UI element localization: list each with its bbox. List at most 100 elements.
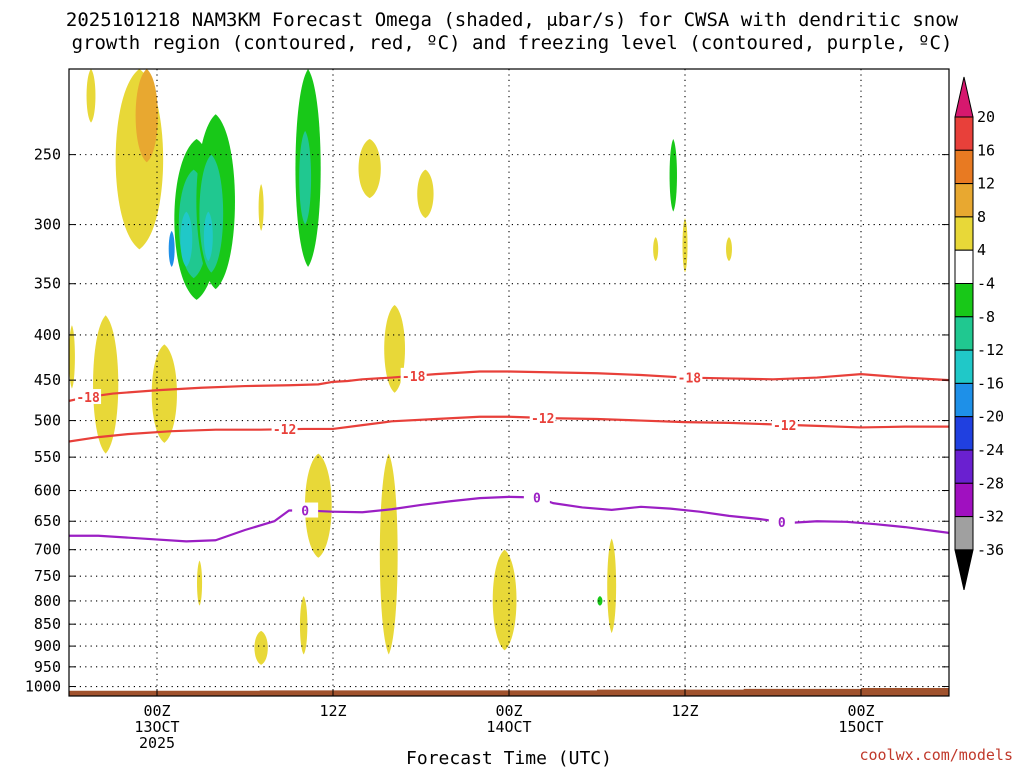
x-tick-label-1-0: 12Z [319, 702, 346, 720]
omega-blob-25 [197, 560, 203, 606]
y-tick-label-2: 350 [34, 275, 61, 293]
colorbar-label-11: -28 [977, 474, 1004, 492]
colorbar-label-9: -20 [977, 408, 1004, 426]
colorbar-box-1 [954, 116, 974, 151]
contour-line-0 [69, 370, 949, 402]
y-tick-label-9: 700 [34, 541, 61, 559]
x-tick-label-0-0: 00Z [143, 702, 170, 720]
colorbar-label-5: -4 [977, 275, 995, 293]
x-tick-label-2-0: 00Z [495, 702, 522, 720]
colorbar-label-7: -12 [977, 341, 1004, 359]
colorbar-bottom-arrow [954, 549, 974, 591]
contour-label-1-0: -12 [273, 423, 296, 438]
colorbar-label-8: -16 [977, 374, 1004, 392]
contour-label-0-2: -18 [678, 372, 702, 387]
y-tick-label-14: 950 [34, 658, 61, 676]
y-tick-label-7: 600 [34, 482, 61, 500]
omega-blob-2 [135, 69, 158, 163]
colorbar-box-6 [954, 283, 974, 318]
y-tick-label-5: 500 [34, 412, 61, 430]
x-tick-label-4-0: 00Z [847, 702, 874, 720]
grid-lines [69, 69, 949, 696]
credit-text: coolwx.com/models [859, 746, 1013, 764]
colorbar: 20 16 12 8 4 -4 -8 -12 -16 -20 -24 -28 -32 -36 [954, 76, 1004, 591]
contour-label-bg [75, 389, 102, 405]
omega-blob-9 [203, 211, 213, 262]
omega-blob-30 [597, 596, 603, 606]
colorbar-box-2 [954, 149, 974, 185]
omega-blob-22 [384, 305, 405, 393]
contour-label-bg [676, 369, 703, 385]
y-tick-label-10: 750 [34, 567, 61, 585]
x-tick-label-2-1: 14OCT [486, 718, 531, 736]
contour-label-2-1: 0 [533, 491, 541, 506]
x-tick-label-0-2: 2025 [139, 734, 175, 752]
y-tick-label-13: 900 [34, 637, 61, 655]
omega-shading [69, 69, 732, 665]
omega-blob-13 [417, 169, 434, 219]
colorbar-box-12 [954, 482, 974, 518]
omega-blob-0 [86, 69, 96, 123]
colorbar-box-8 [954, 349, 974, 384]
omega-blob-17 [682, 218, 688, 273]
y-tick-label-8: 650 [34, 512, 61, 530]
y-tick-label-3: 400 [34, 326, 61, 344]
colorbar-box-7 [954, 316, 974, 351]
contour-label-2-2: 0 [778, 516, 786, 531]
contour-label-bg [400, 367, 427, 383]
contour-label-bg [771, 416, 798, 432]
colorbar-box-13 [954, 516, 974, 551]
x-tick-label-3-0: 12Z [671, 702, 698, 720]
contour-line-2 [69, 495, 949, 543]
colorbar-box-3 [954, 183, 974, 218]
colorbar-box-11 [954, 449, 974, 484]
y-tick-label-1: 300 [34, 216, 61, 234]
x-tick-label-4-1: 15OCT [838, 718, 883, 736]
contour-label-2-0: 0 [301, 505, 309, 520]
omega-blob-27 [299, 596, 308, 655]
omega-blob-26 [254, 630, 268, 665]
colorbar-box-5 [954, 249, 974, 284]
omega-blob-6 [168, 230, 175, 267]
y-axis-pressure-ticks: 250 300 350 400 450 500 550 600 650 700 750 800 850 9… [25, 146, 949, 696]
contour-label-bg [271, 421, 298, 437]
omega-blob-15 [669, 138, 677, 212]
y-tick-label-4: 450 [34, 371, 61, 389]
colorbar-label-13: -36 [977, 541, 1004, 559]
colorbar-label-6: -8 [977, 308, 995, 326]
colorbar-label-2: 12 [977, 175, 995, 193]
colorbar-top-arrow [954, 76, 974, 118]
colorbar-label-10: -24 [977, 441, 1004, 459]
contour-label-bg [768, 514, 795, 530]
contour-label-0-0: -18 [76, 391, 100, 406]
contour-label-bg [523, 489, 550, 505]
x-axis-label: Forecast Time (UTC) [406, 748, 612, 768]
y-tick-label-0: 250 [34, 146, 61, 164]
omega-blob-29 [607, 538, 617, 634]
colorbar-box-4 [954, 216, 974, 251]
omega-blob-16 [653, 237, 659, 262]
colorbar-label-0: 20 [977, 108, 995, 126]
omega-blob-12 [358, 138, 381, 199]
omega-blob-20 [151, 344, 177, 443]
y-tick-label-15: 1000 [25, 678, 61, 696]
omega-blob-21 [69, 325, 75, 389]
x-tick-label-0-1: 13OCT [134, 718, 179, 736]
contour-label-1-1: -12 [531, 412, 554, 427]
contour-label-1-2: -12 [773, 419, 796, 434]
temperature-contours: -18 -18 -18 -12 -12 -12 0 0 0 [69, 367, 949, 543]
omega-blob-28 [492, 549, 517, 651]
colorbar-box-10 [954, 416, 974, 451]
omega-blob-5 [180, 211, 193, 267]
colorbar-label-1: 16 [977, 141, 995, 159]
chart-title-line-2: growth region (contoured, red, ºC) and f… [72, 32, 953, 54]
contour-label-0-1: -18 [402, 370, 426, 385]
y-tick-label-12: 850 [34, 615, 61, 633]
y-tick-label-11: 800 [34, 592, 61, 610]
omega-blob-19 [93, 315, 119, 454]
omega-blob-14 [258, 184, 264, 231]
colorbar-box-9 [954, 382, 974, 418]
omega-blob-24 [379, 453, 398, 655]
